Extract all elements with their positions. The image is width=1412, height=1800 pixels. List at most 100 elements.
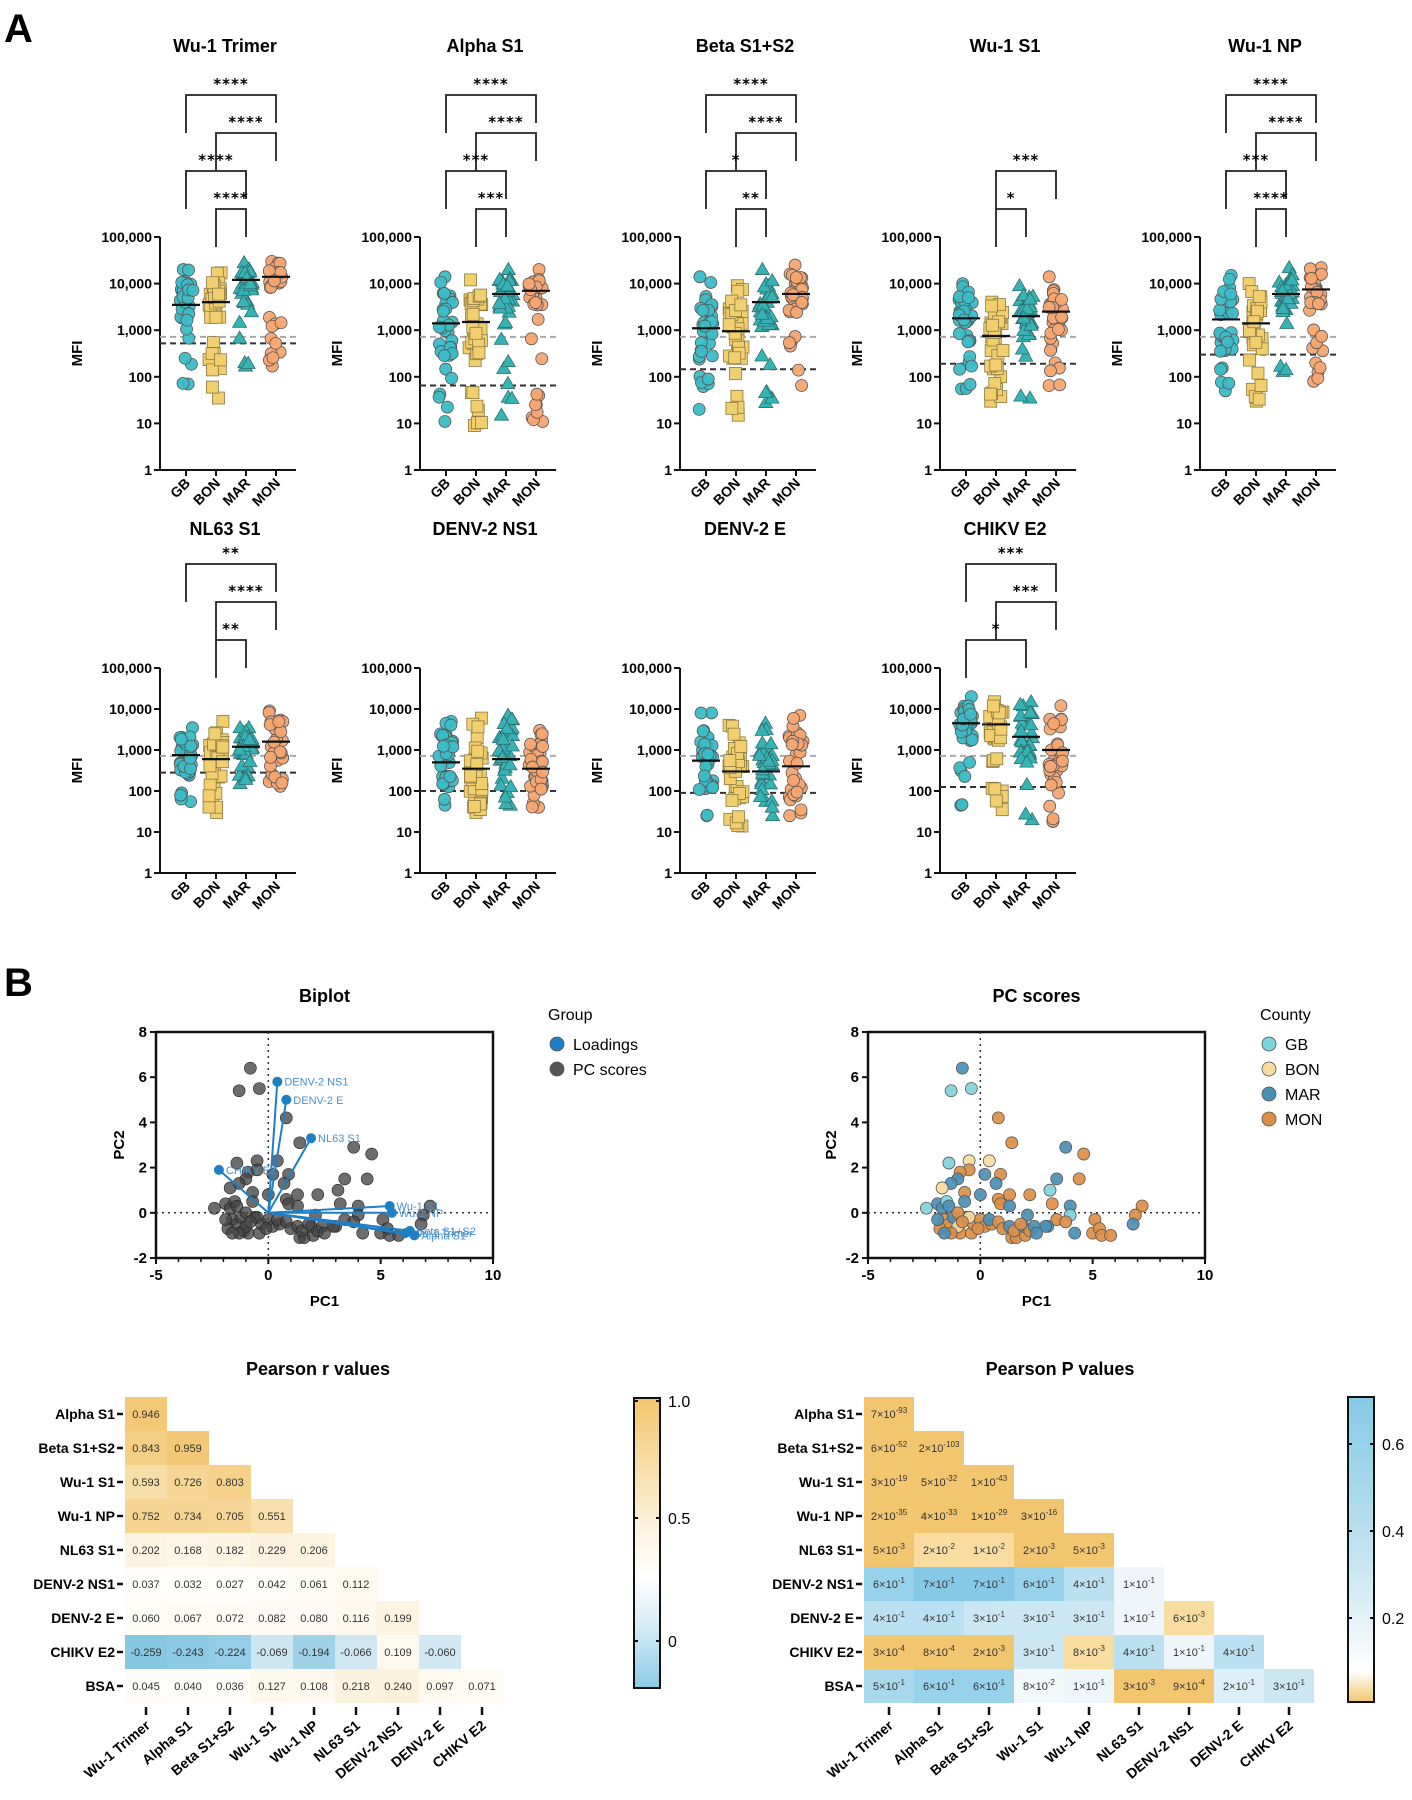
data-point (174, 788, 188, 802)
heatmap-cell (419, 1669, 461, 1703)
cell-exponent: -1 (998, 1610, 1006, 1619)
y-tick-label: 10,000 (109, 701, 152, 717)
chart-title: DENV-2 E (704, 519, 786, 539)
significance-stars: *** (998, 544, 1025, 562)
heatmap-cell (1064, 1635, 1114, 1669)
cell-value: 4×10-1 (923, 1610, 955, 1625)
pc-score-point (360, 1172, 374, 1186)
significance-bracket: *** (995, 582, 1057, 640)
heatmap-cell (125, 1669, 167, 1703)
y-tick-label: 1 (664, 865, 672, 881)
data-point (231, 330, 248, 344)
data-point (1013, 388, 1029, 402)
pc-score-point-mon (1005, 1136, 1019, 1150)
legend-marker (1261, 1111, 1277, 1127)
y-tick-label: 100 (389, 783, 413, 799)
heatmap-cell (167, 1567, 209, 1601)
heatmap-cell (125, 1431, 167, 1465)
loading-point (281, 1094, 292, 1105)
bracket-line (1225, 94, 1317, 133)
data-point (499, 720, 515, 735)
x-tick-label: BON (450, 878, 483, 911)
y-tick-label: 10,000 (629, 276, 672, 292)
cell-times-ten: ×10 (979, 1579, 998, 1591)
pc-score-point (232, 1084, 246, 1098)
cell-exponent: -52 (896, 1440, 908, 1449)
x-tick-label: -5 (149, 1267, 162, 1284)
bracket-line (705, 94, 797, 133)
data-point (214, 353, 227, 367)
data-point (495, 731, 511, 745)
data-point (1213, 303, 1227, 317)
data-point (231, 742, 248, 756)
heatmap-cell (209, 1499, 251, 1533)
y-tick-label: 10 (1176, 415, 1192, 431)
cell-exponent: -43 (996, 1474, 1008, 1483)
cell-value: 0.061 (300, 1579, 328, 1591)
cell-value: 1×10-43 (971, 1474, 1008, 1489)
x-tick-label: MON (1029, 475, 1063, 509)
cell-mantissa: 5 (873, 1681, 879, 1693)
y-axis-label: MFI (69, 758, 86, 784)
cell-exponent: -1 (1098, 1610, 1106, 1619)
column-label: Wu-1 NP (1042, 1717, 1096, 1766)
data-point (1051, 322, 1065, 336)
y-axis-label: MFI (329, 341, 346, 367)
cell-times-ten: ×10 (1129, 1647, 1148, 1659)
data-point (440, 400, 454, 414)
chart-title: Pearson r values (246, 1359, 390, 1379)
x-tick-label: 0 (264, 1267, 272, 1284)
heatmap-cell (1114, 1635, 1164, 1669)
y-axis-label: PC2 (823, 1130, 840, 1159)
cell-times-ten: ×10 (1179, 1647, 1198, 1659)
dotplot-denv-2-e: DENV-2 E1101001,00010,000100,000MFIGBBON… (589, 519, 816, 912)
data-point (985, 299, 998, 313)
pc-score-point (226, 1226, 239, 1240)
data-point (502, 757, 518, 771)
data-point (216, 740, 230, 754)
cell-times-ten: ×10 (879, 1579, 898, 1591)
data-point (1023, 716, 1039, 731)
data-point (1042, 300, 1056, 314)
data-point (1304, 272, 1318, 285)
data-point (444, 718, 458, 732)
data-point (203, 759, 217, 773)
significance-bracket: *** (1225, 151, 1287, 209)
cell-mantissa: 6 (1173, 1613, 1179, 1625)
data-point (475, 416, 488, 429)
cell-exponent: -35 (896, 1508, 908, 1517)
y-tick-label: 100,000 (101, 229, 152, 245)
cell-exponent: -1 (1148, 1644, 1156, 1653)
cell-value: 1×10-1 (1173, 1644, 1205, 1659)
cell-value: 0.116 (343, 1613, 370, 1625)
bracket-line (995, 601, 1057, 640)
chart-title: Wu-1 S1 (970, 36, 1041, 56)
cell-mantissa: 6 (973, 1681, 979, 1693)
loading-label: Wu-1 NP (399, 1208, 443, 1220)
data-point (504, 711, 520, 725)
cell-mantissa: 3 (1023, 1613, 1029, 1625)
heatmap-cell (419, 1635, 461, 1669)
cell-value: 0.593 (132, 1477, 160, 1489)
data-point (500, 353, 516, 368)
row-label: DENV-2 NS1 (772, 1576, 854, 1592)
significance-bracket: **** (1255, 113, 1317, 171)
heatmap-cell (1114, 1669, 1164, 1703)
cell-value: 3×10-3 (1123, 1678, 1155, 1693)
x-tick-label: 5 (1088, 1267, 1096, 1284)
y-tick-label: 10,000 (1149, 276, 1192, 292)
dotplot-chikv-e2: CHIKV E21101001,00010,000100,000MFIGBBON… (849, 519, 1076, 912)
data-point (437, 349, 451, 363)
bracket-line (215, 208, 247, 247)
cell-mantissa: 1 (1173, 1647, 1179, 1659)
bracket-line (445, 170, 507, 209)
data-point (752, 788, 769, 803)
dotplot-denv-2-ns1: DENV-2 NS11101001,00010,000100,000MFIGBB… (329, 519, 556, 912)
y-tick-label: 10,000 (629, 701, 672, 717)
significance-stars: **** (1253, 189, 1288, 207)
legend-label: BON (1285, 1062, 1320, 1079)
legend-marker (1261, 1061, 1277, 1077)
heatmap-cell (914, 1601, 964, 1635)
cell-value: 0.206 (300, 1545, 328, 1557)
